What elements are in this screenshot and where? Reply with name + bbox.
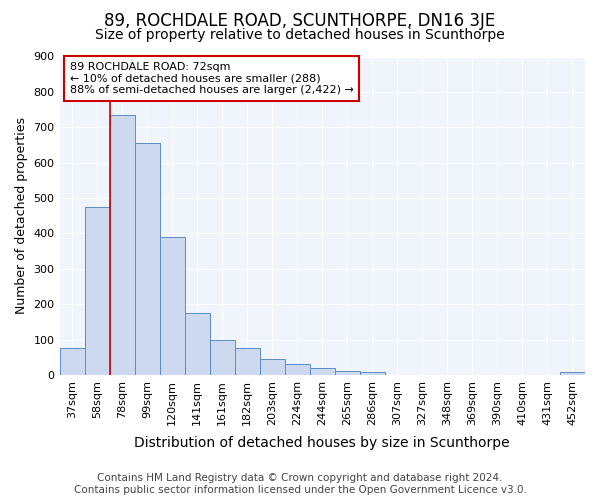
Bar (209, 340, 235, 375)
Bar (134, 143, 160, 375)
Bar (310, 368, 335, 375)
Bar (260, 359, 285, 375)
Bar (185, 313, 209, 375)
Bar (235, 348, 260, 375)
Bar (160, 237, 185, 375)
Bar (335, 370, 360, 375)
Bar (59, 348, 85, 375)
Text: Contains HM Land Registry data © Crown copyright and database right 2024.
Contai: Contains HM Land Registry data © Crown c… (74, 474, 526, 495)
Bar (360, 372, 385, 375)
X-axis label: Distribution of detached houses by size in Scunthorpe: Distribution of detached houses by size … (134, 436, 510, 450)
Text: Size of property relative to detached houses in Scunthorpe: Size of property relative to detached ho… (95, 28, 505, 42)
Bar (110, 115, 134, 375)
Y-axis label: Number of detached properties: Number of detached properties (15, 117, 28, 314)
Bar (85, 207, 110, 375)
Text: 89, ROCHDALE ROAD, SCUNTHORPE, DN16 3JE: 89, ROCHDALE ROAD, SCUNTHORPE, DN16 3JE (104, 12, 496, 30)
Bar (560, 372, 585, 375)
Text: 89 ROCHDALE ROAD: 72sqm
← 10% of detached houses are smaller (288)
88% of semi-d: 89 ROCHDALE ROAD: 72sqm ← 10% of detache… (70, 62, 354, 95)
Bar (285, 364, 310, 375)
